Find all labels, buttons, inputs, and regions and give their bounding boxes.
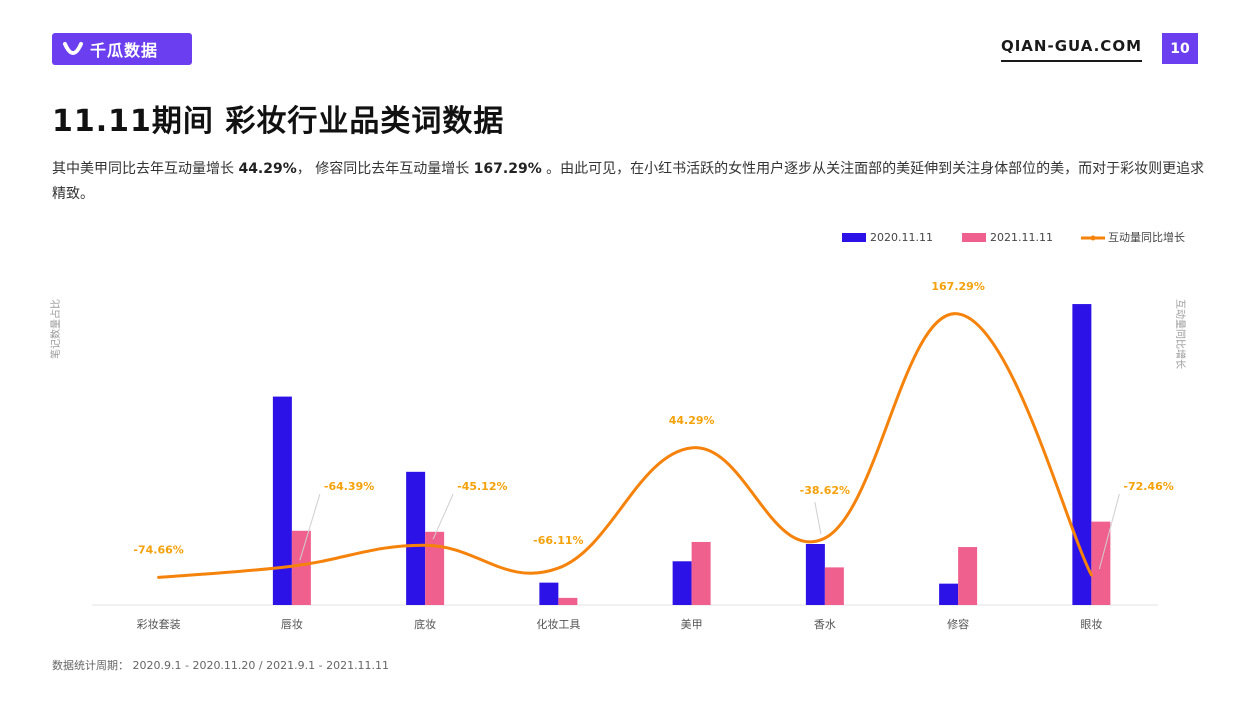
x-tick-label: 修容 <box>947 617 969 631</box>
legend-label: 2021.11.11 <box>990 231 1053 244</box>
footnote: 数据统计周期： 2020.9.1 - 2020.11.20 / 2021.9.1… <box>52 659 390 672</box>
bar-2020-眼妆 <box>1072 304 1092 605</box>
description-value-1: 44.29% <box>238 161 297 177</box>
page-title: 11.11期间 彩妆行业品类词数据 <box>52 104 505 139</box>
x-tick-label: 香水 <box>814 618 836 631</box>
growth-data-label: 167.29% <box>931 280 984 293</box>
x-tick-label: 化妆工具 <box>536 617 580 631</box>
description-value-2: 167.29% <box>473 161 542 177</box>
growth-data-label: -72.46% <box>1123 480 1173 493</box>
brand-name: 千瓜数据 <box>90 41 159 60</box>
legend-swatch <box>962 233 986 242</box>
label-leader <box>1098 493 1120 570</box>
bar-2021-美甲 <box>691 541 711 605</box>
legend-label: 2020.11.11 <box>870 231 933 244</box>
bar-2020-化妆工具 <box>539 582 559 605</box>
growth-data-label: -45.12% <box>457 480 507 493</box>
growth-data-label: -64.39% <box>324 480 374 493</box>
bar-2020-修容 <box>939 583 959 605</box>
site-url-link[interactable]: QIAN-GUA.COM <box>1000 37 1142 62</box>
bar-2020-底妆 <box>406 471 426 605</box>
bar-2021-化妆工具 <box>558 597 578 605</box>
label-leader <box>814 502 822 535</box>
y-axis-title: 笔记数量占比 <box>49 299 62 359</box>
bar-2020-美甲 <box>672 561 692 605</box>
bar-2021-修容 <box>958 547 978 605</box>
x-tick-label: 眼妆 <box>1080 618 1102 631</box>
bar-2020-香水 <box>805 544 825 605</box>
description-part-3: 。由此可见，在小红书活跃的女性用户逐步从关注面部的美延伸到关注身体部位的美，而对… <box>52 161 1205 202</box>
bar-2021-底妆 <box>425 531 445 605</box>
x-tick-label: 美甲 <box>681 618 703 631</box>
label-leader <box>432 493 454 540</box>
growth-data-label: -74.66% <box>133 543 183 556</box>
x-tick-label: 唇妆 <box>281 618 303 631</box>
legend-line-marker <box>1090 235 1096 241</box>
bar-2021-唇妆 <box>291 530 311 605</box>
growth-line <box>157 312 1093 579</box>
label-leader <box>299 493 321 561</box>
bar-2021-香水 <box>824 567 844 605</box>
description-part-2: ， 修容同比去年互动量增长 <box>296 161 474 177</box>
brand-logo: 千瓜数据 <box>52 33 192 65</box>
growth-data-label: -38.62% <box>800 484 850 497</box>
legend-label: 互动量同比增长 <box>1108 230 1185 244</box>
brand-logo-icon <box>63 42 83 55</box>
growth-data-label: 44.29% <box>669 414 715 427</box>
description-text: 其中美甲同比去年互动量增长 44.29%， 修容同比去年互动量增长 167.29… <box>52 157 1212 207</box>
page-number-badge: 10 <box>1162 33 1198 64</box>
x-tick-label: 彩妆套装 <box>137 618 181 631</box>
bar-2020-唇妆 <box>272 396 292 605</box>
description-part-1: 其中美甲同比去年互动量增长 <box>52 161 239 177</box>
y2-axis-title: 互动量同比增长 <box>1174 299 1187 369</box>
legend-swatch <box>842 233 866 242</box>
growth-data-label: -66.11% <box>533 534 583 547</box>
x-tick-label: 底妆 <box>414 617 436 631</box>
